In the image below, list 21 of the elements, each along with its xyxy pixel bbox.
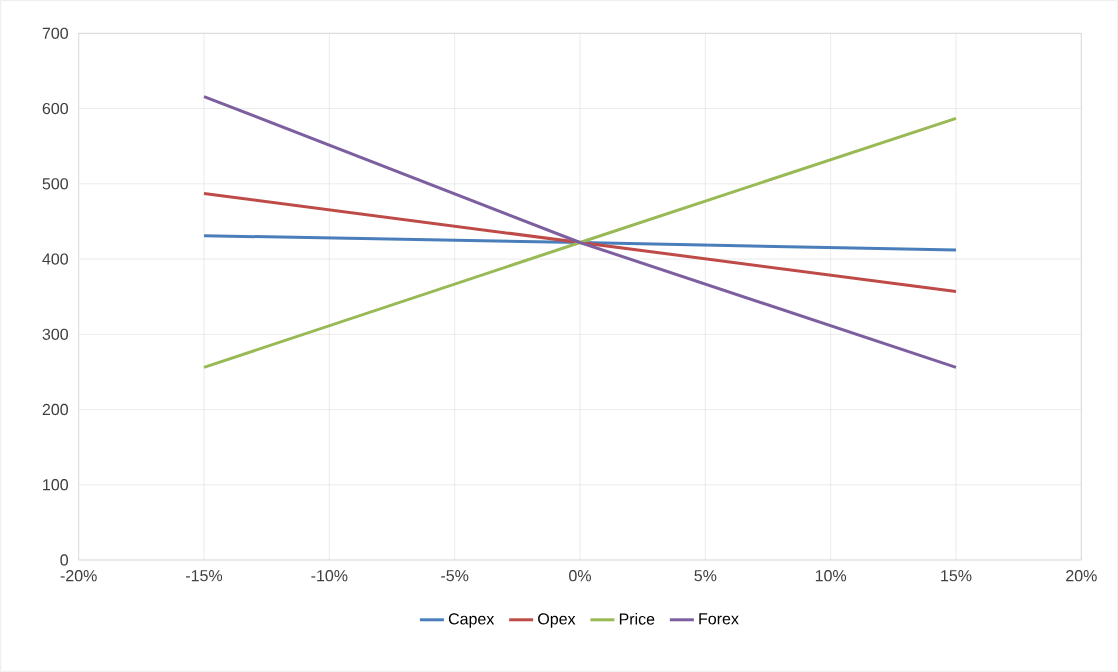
y-tick-label: 300 (42, 328, 68, 340)
x-tick-label: -10% (311, 570, 348, 582)
x-tick-label: 0% (569, 570, 591, 582)
x-tick-label: -5% (441, 570, 469, 582)
x-tick-label: -20% (60, 570, 97, 582)
y-tick-label: 0 (60, 554, 69, 566)
legend-label: Capex (448, 613, 495, 628)
x-tick-label: 5% (694, 570, 717, 582)
y-tick-label: 400 (42, 253, 68, 265)
x-tick-label: 20% (1066, 570, 1097, 582)
y-tick-label: 200 (42, 403, 68, 416)
x-tick-label: 15% (941, 570, 972, 582)
x-tick-label: 10% (815, 570, 847, 582)
y-tick-label: 600 (42, 102, 68, 115)
y-tick-label: 100 (43, 479, 68, 491)
y-tick-label: 500 (42, 178, 68, 190)
y-tick-label: 700 (42, 27, 68, 39)
x-tick-label: -15% (186, 570, 223, 582)
legend-label: Price (619, 613, 655, 625)
legend-label: Opex (538, 613, 576, 628)
legend-label: Forex (699, 613, 739, 625)
